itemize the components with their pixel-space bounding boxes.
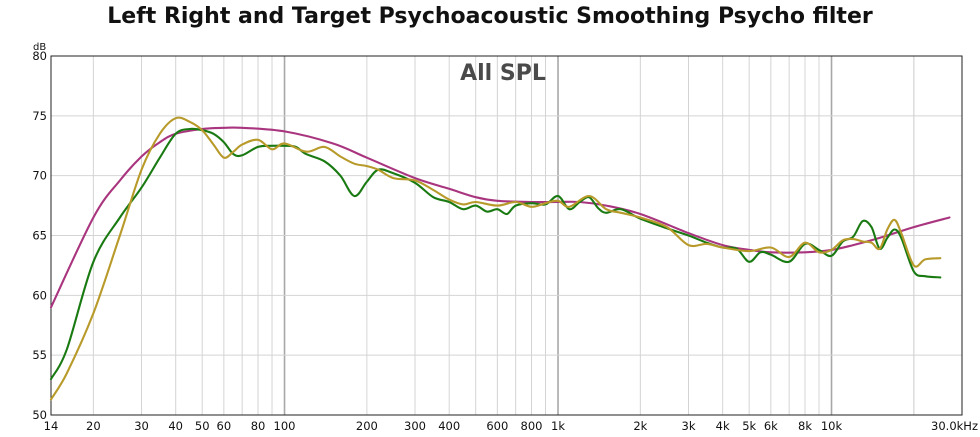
x-tick-label: 50	[195, 419, 210, 433]
x-tick-label: 14	[44, 419, 59, 433]
plot-label: All SPL	[460, 61, 546, 86]
y-unit-label: dB	[33, 42, 46, 53]
x-tick-label: 800	[521, 419, 543, 433]
x-tick-label: 40	[168, 419, 183, 433]
x-tick-label: 2k	[633, 419, 647, 433]
x-tick-label: 600	[486, 419, 508, 433]
x-tick-label: 6k	[764, 419, 778, 433]
y-tick-label: 65	[32, 229, 47, 243]
x-tick-label: 20	[86, 419, 101, 433]
x-tick-label: 10k	[821, 419, 843, 433]
x-tick-label: 4k	[716, 419, 730, 433]
x-tick-label: 80	[251, 419, 266, 433]
x-tick-label: 200	[356, 419, 378, 433]
x-tick-label: 8k	[798, 419, 812, 433]
series-line-2	[49, 127, 942, 381]
series-line-1	[49, 126, 951, 309]
x-tick-label: 30	[134, 419, 149, 433]
y-tick-label: 50	[32, 408, 47, 422]
y-tick-label: 75	[32, 109, 47, 123]
tick-labels: 50 55 60 65 70 75 80 14 20 30 40 50 60 80 100 200 300 400…	[32, 49, 978, 433]
x-tick-label: 300	[404, 419, 426, 433]
series-line-3	[49, 116, 942, 401]
plot-frame	[50, 55, 963, 416]
y-tick-label: 80	[32, 49, 47, 63]
grid	[51, 56, 963, 415]
x-tick-label: 5k	[742, 419, 756, 433]
x-tick-label: 30.0kHz	[931, 419, 978, 433]
y-tick-label: 70	[32, 169, 47, 183]
x-tick-label: 400	[438, 419, 460, 433]
chart-title: Left Right and Target Psychoacoustic Smo…	[107, 4, 873, 29]
series-group	[49, 116, 951, 401]
x-tick-label: 1k	[551, 419, 565, 433]
x-tick-label: 60	[217, 419, 232, 433]
x-tick-label: 100	[274, 419, 296, 433]
x-tick-label: 3k	[682, 419, 696, 433]
y-tick-label: 60	[32, 288, 47, 302]
y-tick-label: 55	[32, 348, 47, 362]
